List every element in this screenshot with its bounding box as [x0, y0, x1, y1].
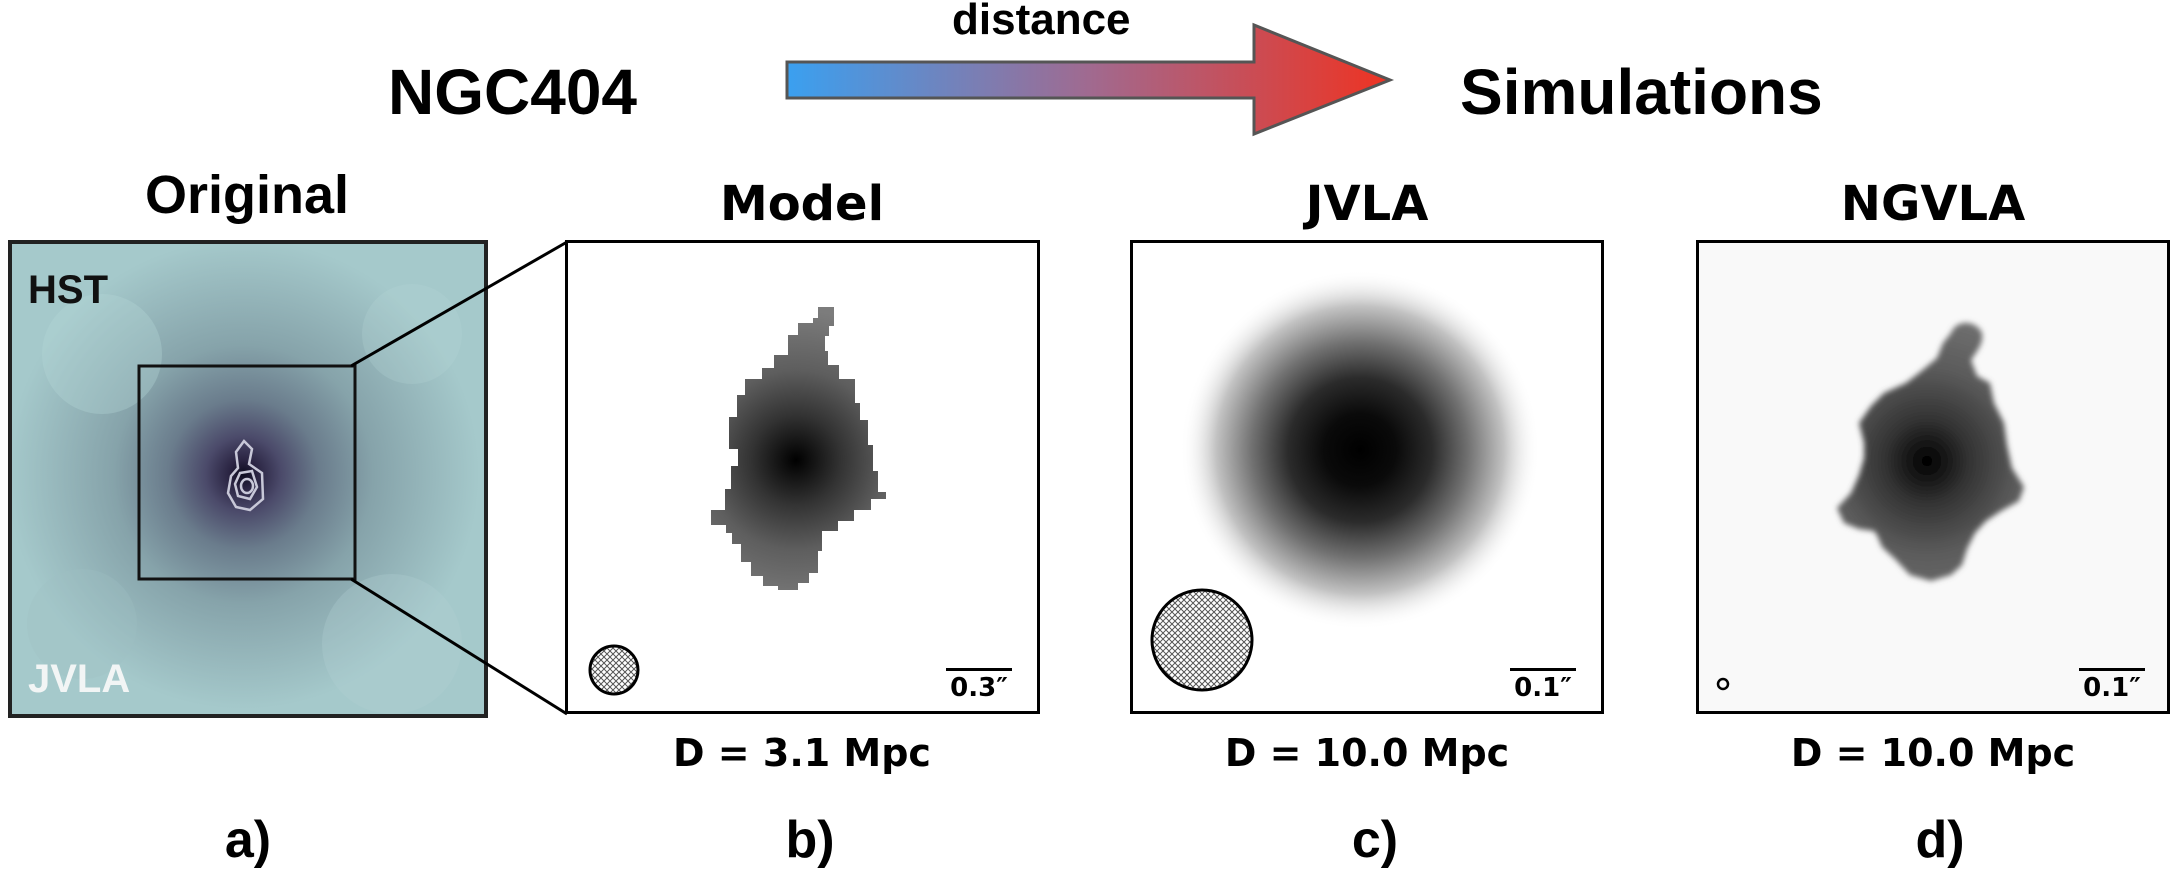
beam-icon — [1716, 677, 1730, 691]
ngvla-scale-bar: 0.1″ — [2079, 668, 2145, 701]
original-title: Original — [144, 165, 350, 225]
model-title: Model — [719, 176, 885, 232]
beam-icon — [588, 644, 640, 696]
letter-a: a) — [224, 811, 272, 869]
model-panel: 0.3″ — [565, 240, 1040, 714]
title-simulations: Simulations — [1460, 56, 1823, 128]
jvla-panel: 0.1″ — [1130, 240, 1604, 714]
ngvla-image — [1699, 243, 2167, 711]
jvla-distance: D = 10.0 Mpc — [1224, 731, 1510, 775]
jvla-label: JVLA — [28, 657, 131, 701]
jvla-scale-bar: 0.1″ — [1510, 668, 1576, 701]
letter-c: c) — [1351, 811, 1399, 869]
distance-arrow-icon — [785, 22, 1395, 137]
title-ngc404: NGC404 — [388, 56, 637, 128]
hst-image-panel: HST JVLA — [8, 240, 488, 718]
jvla-image — [1150, 270, 1540, 692]
hst-label: HST — [28, 268, 108, 312]
ngvla-title: NGVLA — [1840, 176, 2026, 232]
jvla-contours — [226, 439, 265, 512]
ngvla-distance: D = 10.0 Mpc — [1790, 731, 2076, 775]
arrow-label-distance: distance — [952, 0, 1131, 44]
jvla-title: JVLA — [1305, 176, 1429, 232]
letter-d: d) — [1915, 811, 1965, 869]
letter-b: b) — [785, 811, 835, 869]
ngvla-panel: 0.1″ — [1696, 240, 2170, 714]
model-image — [588, 307, 886, 696]
model-distance: D = 3.1 Mpc — [673, 731, 931, 775]
zoom-box — [137, 364, 357, 581]
model-scale-bar: 0.3″ — [946, 668, 1012, 701]
hst-image — [12, 244, 484, 714]
beam-icon — [1150, 588, 1254, 692]
